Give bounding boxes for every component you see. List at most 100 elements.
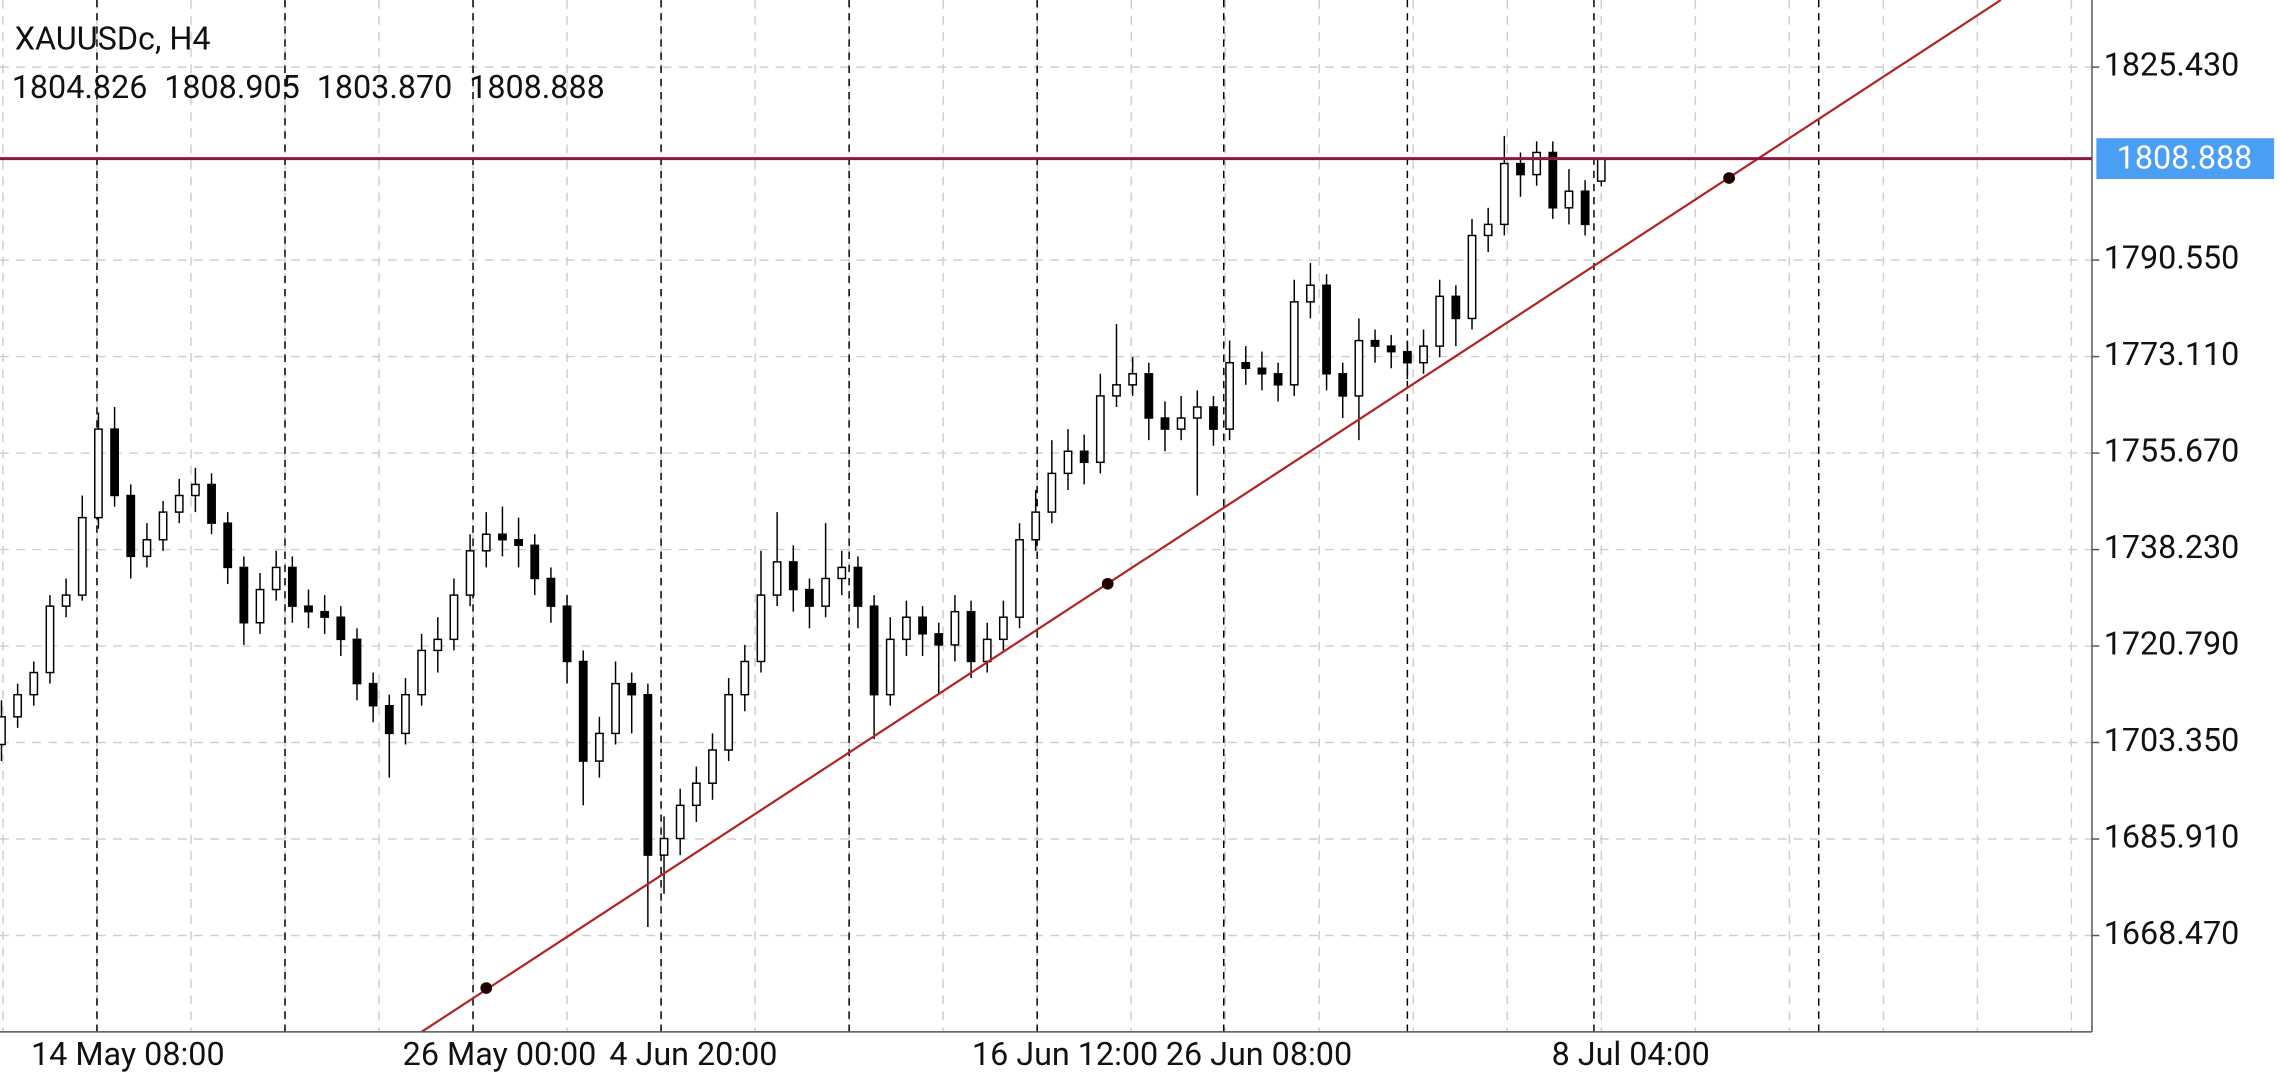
- candle-body: [885, 638, 895, 696]
- candle-body: [998, 616, 1008, 641]
- candle-body: [902, 616, 911, 641]
- candle-body: [174, 494, 184, 513]
- candle-body: [627, 682, 637, 696]
- candle-body: [190, 483, 200, 497]
- candle-body: [562, 605, 572, 663]
- candle-body: [675, 804, 685, 840]
- candle-body: [1580, 190, 1590, 226]
- trendline-anchor[interactable]: [1101, 577, 1114, 590]
- y-tick-label: 1720.790: [2104, 625, 2240, 663]
- candle-body: [449, 594, 459, 641]
- candle-body: [1112, 384, 1121, 397]
- open-label: 1804.826: [12, 68, 148, 106]
- candle-body: [1499, 162, 1509, 226]
- candle-body: [1160, 417, 1170, 430]
- candle-body: [45, 605, 55, 674]
- candle-body: [514, 539, 523, 547]
- candle-body: [1564, 190, 1574, 209]
- candle-body: [724, 693, 734, 751]
- candle-body: [950, 610, 960, 646]
- candles: [0, 135, 1606, 928]
- x-tick-label: 4 Jun 20:00: [609, 1035, 777, 1073]
- candle-body: [740, 660, 750, 696]
- candle-body: [1532, 151, 1542, 176]
- y-tick-label: 1825.430: [2104, 46, 2240, 84]
- candle-body: [1192, 406, 1202, 419]
- candle-body: [304, 605, 313, 613]
- trendline-anchor[interactable]: [1723, 172, 1735, 184]
- candle-body: [94, 428, 103, 519]
- candle-body: [239, 566, 249, 624]
- candle-body: [772, 561, 782, 596]
- candle-body: [1516, 162, 1525, 176]
- ohlc-readout: 1804.826 1808.905 1803.870 1808.888: [12, 68, 605, 106]
- overlay: 1825.430 1790.550 1773.110 1755.670 1738.230…: [0, 46, 2275, 1073]
- candle-body: [320, 610, 330, 618]
- candle-body: [271, 566, 281, 591]
- candle-body: [1079, 450, 1089, 464]
- low-label: 1803.870: [317, 68, 453, 106]
- candle-body: [546, 577, 556, 607]
- price-badge-label: 1808.888: [2117, 139, 2253, 177]
- candle-body: [368, 682, 378, 707]
- candle-body: [1095, 395, 1105, 464]
- candle-body: [0, 716, 6, 746]
- candle-body: [1354, 339, 1364, 397]
- candle-body: [708, 749, 717, 784]
- candle-body: [158, 511, 168, 541]
- candle-body: [594, 732, 604, 762]
- close-label: 1808.888: [469, 68, 605, 106]
- candle-body: [982, 638, 992, 663]
- candle-body: [207, 483, 216, 524]
- candle-body: [934, 633, 944, 646]
- trendline-group: [421, 0, 2002, 1033]
- candle-body: [1483, 223, 1493, 237]
- candle-body: [336, 616, 346, 641]
- candle-body: [433, 638, 443, 652]
- high-label: 1808.905: [164, 68, 300, 106]
- candle-body: [223, 522, 233, 569]
- x-tick-label: 26 May 00:00: [403, 1035, 597, 1073]
- candle-body: [691, 782, 701, 807]
- candle-body: [530, 544, 540, 580]
- candle-body: [77, 516, 87, 596]
- y-tick-label: 1685.910: [2104, 818, 2240, 856]
- candle-body: [659, 837, 669, 856]
- trendline-anchor[interactable]: [480, 982, 493, 994]
- price-badge: [2096, 138, 2275, 180]
- candle-body: [1338, 373, 1348, 397]
- candle-body: [1144, 373, 1154, 419]
- candle-body: [1209, 406, 1218, 430]
- x-tick-label: 16 Jun 12:00: [972, 1035, 1158, 1073]
- candle-body: [1176, 417, 1186, 430]
- candle-body: [126, 494, 136, 558]
- candle-body: [1467, 234, 1477, 320]
- candle-body: [869, 605, 879, 696]
- candle-body: [13, 693, 23, 718]
- candle-body: [1273, 373, 1283, 386]
- x-tick-label: 14 May 08:00: [31, 1035, 225, 1073]
- candle-body: [1257, 367, 1267, 375]
- candle-body: [1596, 157, 1606, 182]
- candle-body: [29, 671, 39, 696]
- y-tick-label: 1703.350: [2104, 721, 2240, 759]
- trendline[interactable]: [421, 0, 2002, 1033]
- y-tick-label: 1790.550: [2104, 239, 2240, 277]
- candle-body: [465, 550, 475, 596]
- candle-body: [384, 705, 394, 735]
- candle-body: [1548, 151, 1558, 209]
- y-tick-label: 1755.670: [2104, 432, 2240, 470]
- candle-body: [1063, 450, 1073, 475]
- candle-body: [805, 588, 814, 607]
- candle-body: [498, 533, 507, 541]
- candle-body: [756, 594, 766, 663]
- candle-body: [788, 561, 798, 591]
- candle-body: [1451, 295, 1461, 320]
- chart-title: XAUUSDc, H4: [15, 19, 211, 57]
- candle-body: [821, 577, 831, 607]
- candle-body: [255, 588, 265, 624]
- candle-body: [611, 682, 620, 735]
